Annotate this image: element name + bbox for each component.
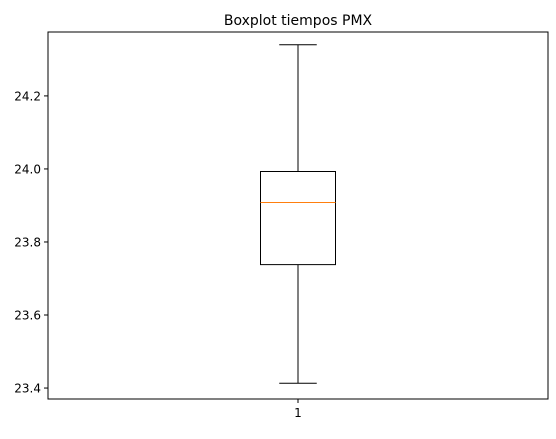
chart-title: Boxplot tiempos PMX bbox=[224, 13, 373, 29]
x-tick-label: 1 bbox=[294, 406, 302, 420]
y-tick-label: 24.2 bbox=[14, 89, 41, 103]
y-tick-label: 24.0 bbox=[14, 162, 41, 176]
y-tick-label: 23.6 bbox=[14, 309, 41, 323]
box-iqr bbox=[260, 170, 336, 266]
y-tick-label: 23.8 bbox=[14, 235, 41, 249]
y-tick-label: 23.4 bbox=[14, 382, 41, 396]
